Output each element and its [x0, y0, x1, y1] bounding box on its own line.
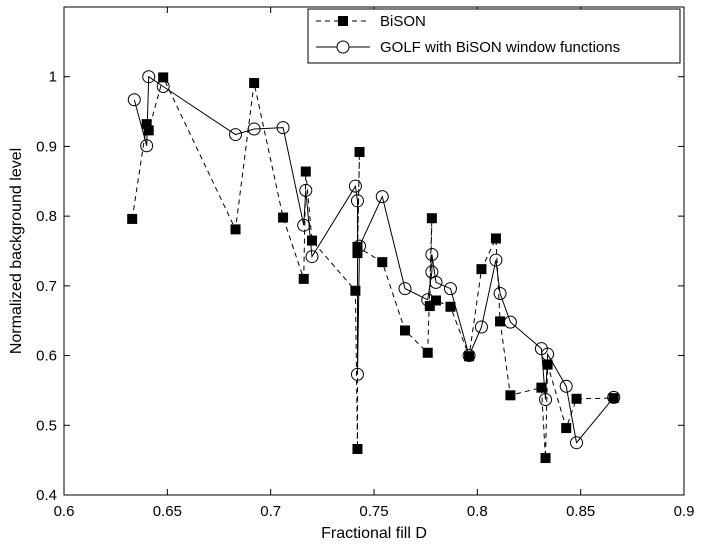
- golf-point: [299, 183, 313, 197]
- legend-box: [307, 8, 681, 64]
- y-tick-label: 0.8: [36, 208, 57, 225]
- bison-point: [431, 295, 441, 306]
- bison-point: [495, 316, 506, 327]
- bison-point: [307, 235, 317, 246]
- golf-point: [156, 79, 170, 93]
- golf-point: [541, 347, 555, 361]
- golf-point: [425, 247, 439, 261]
- y-tick-label: 0.4: [36, 487, 57, 504]
- y-axis-title: Normalized background level: [8, 148, 25, 354]
- bison-point: [608, 393, 619, 404]
- bison-point: [422, 347, 433, 358]
- bison-point: [278, 212, 289, 223]
- bison-point: [143, 125, 154, 136]
- bison-point: [127, 213, 138, 224]
- golf-point: [443, 282, 457, 296]
- legend-label-bison: BiSON: [380, 13, 426, 30]
- bison-point: [400, 325, 410, 336]
- bison-point: [249, 77, 260, 88]
- plot-area: [63, 6, 685, 496]
- golf-point: [348, 179, 362, 193]
- golf-point: [375, 190, 389, 204]
- y-tick-label: 0.5: [36, 417, 57, 434]
- bison-point: [377, 257, 388, 268]
- bison-point: [352, 241, 363, 252]
- golf-point: [398, 282, 412, 296]
- bison-point: [352, 248, 363, 259]
- y-tick-label: 0.9: [36, 138, 57, 155]
- bison-point: [536, 382, 547, 393]
- series-layer: [127, 70, 621, 464]
- x-tick-label: 0.9: [674, 503, 695, 520]
- y-tick-label: 0.7: [36, 278, 57, 295]
- golf-point: [474, 320, 488, 334]
- golf-point: [350, 367, 364, 381]
- bison-point: [476, 264, 487, 275]
- bison-point: [298, 273, 309, 284]
- y-tick-label: 1: [49, 69, 57, 86]
- bison-point: [424, 301, 435, 312]
- x-tick-label: 0.6: [54, 503, 75, 520]
- golf-point: [140, 139, 154, 153]
- golf-point: [276, 121, 290, 135]
- golf-point: [429, 275, 443, 289]
- golf-point: [353, 239, 367, 253]
- y-tick-label: 0.6: [36, 348, 57, 365]
- x-axis-title: Fractional fill D: [321, 525, 427, 542]
- golf-point: [503, 315, 517, 329]
- x-tick-label: 0.65: [153, 503, 182, 520]
- golf-point: [462, 349, 476, 363]
- legend-label-golf: GOLF with BiSON window functions: [380, 39, 620, 56]
- bison-point: [561, 423, 572, 434]
- bison-point: [230, 224, 241, 235]
- golf-point: [559, 379, 573, 393]
- golf-point: [247, 122, 261, 136]
- golf-point: [305, 250, 319, 264]
- bison-point: [505, 390, 516, 401]
- bison-point: [350, 285, 361, 296]
- bison-point: [158, 72, 169, 83]
- golf-point: [127, 93, 141, 107]
- golf-point: [493, 287, 507, 301]
- legend-marker-golf: [336, 40, 350, 54]
- bison-point: [542, 359, 553, 370]
- bison-point: [426, 213, 437, 224]
- bison-point: [571, 393, 582, 404]
- golf-point: [421, 293, 435, 307]
- legend-marker-bison: [338, 16, 348, 26]
- golf-point: [570, 436, 584, 450]
- golf-point: [607, 390, 621, 404]
- golf-point: [489, 253, 503, 267]
- golf-point: [350, 194, 364, 208]
- bison-point: [464, 351, 475, 362]
- x-tick-label: 0.8: [467, 503, 488, 520]
- x-tick-label: 0.85: [566, 503, 595, 520]
- bison-point: [354, 147, 365, 158]
- axes-layer: 0.6 0.65 0.7 0.75 0.8 0.85 0.9 0.4 0.5 0.6 0.7 0.8 0…: [36, 7, 694, 520]
- x-tick-label: 0.75: [359, 503, 388, 520]
- bison-point: [300, 166, 311, 177]
- bison-point: [445, 301, 456, 312]
- legend: BiSON GOLF with BiSON window functions: [307, 8, 681, 64]
- golf-point: [297, 218, 311, 232]
- bison-point: [141, 119, 152, 130]
- bison-point: [540, 453, 551, 464]
- golf-point: [142, 70, 156, 84]
- bison-point: [352, 443, 363, 454]
- bison-point: [490, 233, 501, 244]
- series-line-1: [133, 75, 615, 444]
- x-tick-label: 0.7: [260, 503, 281, 520]
- golf-point: [229, 128, 243, 142]
- golf-point: [539, 392, 553, 406]
